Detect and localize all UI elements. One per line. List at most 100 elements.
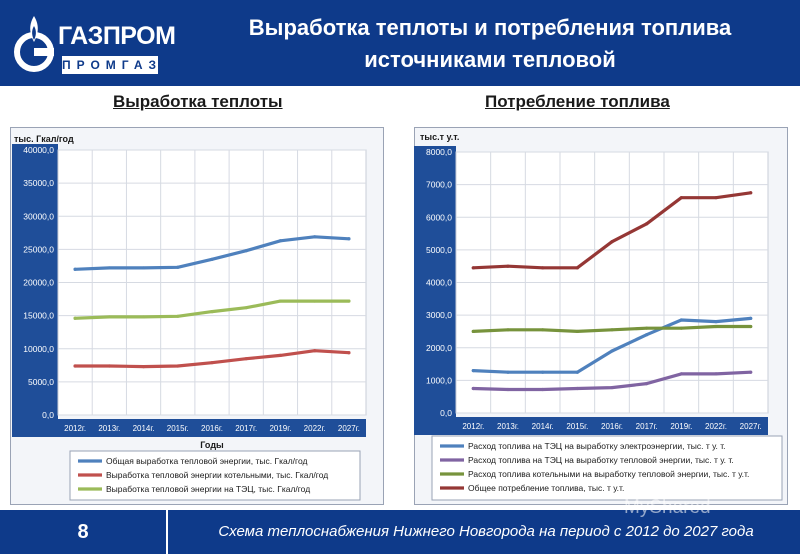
fuel-chart-legend-label-4: Общее потребление топлива, тыс. т у.т.	[468, 483, 624, 493]
fuel-chart-x-tick-label: 2012г.	[462, 422, 484, 431]
logo-name: ГАЗПРОМ	[58, 22, 176, 50]
gazprom-logo: ГАЗПРОМ ПРОМГАЗ	[0, 0, 176, 86]
heat-chart-y-tick-label: 15000,0	[23, 311, 54, 321]
heat-chart-series-1-point	[278, 239, 283, 243]
heat-chart-x-tick-label: 2013г.	[98, 424, 120, 433]
fuel-chart-series-1-point	[541, 370, 545, 374]
fuel-chart-y-tick-label: 5000,0	[426, 245, 452, 255]
heat-chart-x-tick-label: 2019г.	[269, 424, 291, 433]
fuel-chart-y-tick-label: 0,0	[440, 408, 452, 418]
footer-caption: Схема теплоснабжения Нижнего Новгорода н…	[218, 523, 754, 540]
heat-chart-y-tick-label: 40000,0	[23, 145, 54, 155]
heat-chart-series-1-point	[313, 235, 317, 239]
heat-chart-series-1-point	[176, 265, 180, 269]
fuel-consumption-heading: Потребление топлива	[485, 92, 670, 111]
heat-chart-series-3-point	[107, 315, 111, 319]
fuel-chart-series-3-point	[714, 324, 718, 329]
heat-chart-series-1-point	[244, 249, 248, 253]
heat-chart-series-3-point	[244, 306, 248, 310]
heat-chart-series-1-point	[141, 266, 146, 270]
heat-chart-series-2-point	[73, 364, 77, 368]
heat-chart-x-tick-label: 2022г.	[304, 424, 326, 433]
header-bar: ГАЗПРОМ ПРОМГАЗ Выработка теплоты и потр…	[0, 0, 800, 86]
fuel-chart-x-tick-label: 2015г.	[566, 422, 588, 431]
fuel-chart-series-3-point	[679, 326, 683, 330]
heat-chart-series-3-point	[210, 310, 214, 314]
watermark: MyShared	[624, 497, 711, 518]
heat-chart-y-tick-label: 10000,0	[23, 344, 54, 354]
heat-chart-series-1-point	[347, 237, 351, 241]
page-title: Выработка теплоты и потребления топлива …	[200, 12, 780, 76]
heat-chart-x-tick-label: 2016г.	[201, 424, 223, 433]
fuel-chart-series-1-point	[610, 349, 614, 353]
fuel-chart-series-3-point	[506, 328, 510, 332]
fuel-chart-series-4-point	[471, 266, 475, 270]
fuel-chart-legend-label-2: Расход топлива на ТЭЦ на выработку тепло…	[468, 455, 734, 465]
fuel-chart-y-tick-label: 7000,0	[426, 180, 452, 190]
heat-chart-series-3-point	[141, 315, 146, 319]
fuel-chart-unit-label: тыс.т у.т.	[420, 132, 459, 142]
heat-output-heading: Выработка теплоты	[113, 92, 283, 111]
heat-chart-x-tick-label: 2027г.	[338, 424, 360, 433]
fuel-chart-series-3-point	[645, 326, 649, 330]
heat-chart-x-tick-label: 2015г.	[167, 424, 189, 433]
heat-chart-series-2-point	[176, 364, 180, 368]
fuel-chart-series-3-point	[575, 329, 579, 334]
fuel-chart-y-tick-label: 1000,0	[426, 375, 452, 385]
fuel-chart-series-2-point	[610, 385, 614, 390]
fuel-chart-series-3-point	[471, 329, 475, 334]
fuel-chart-series-4-point	[575, 266, 579, 270]
fuel-chart-series-2-point	[541, 387, 545, 392]
heat-chart-series-1-point	[73, 267, 77, 271]
fuel-chart-y-tick-label: 8000,0	[426, 147, 452, 157]
heat-chart-legend	[69, 450, 361, 501]
page-number: 8	[0, 510, 168, 554]
fuel-chart-y-tick-label: 4000,0	[426, 278, 452, 288]
fuel-chart-series-2-point	[679, 372, 683, 376]
fuel-chart-series-3-point	[541, 328, 545, 332]
fuel-chart-series-2-point	[471, 386, 475, 391]
fuel-chart-series-2-point	[645, 382, 649, 386]
fuel-chart-x-tick-label: 2017г.	[636, 422, 658, 431]
fuel-chart-legend	[431, 435, 783, 501]
footer-bar: 8 Схема теплоснабжения Нижнего Новгорода…	[0, 510, 800, 554]
fuel-chart-series-2-point	[575, 386, 579, 391]
heat-chart-legend-label-3: Выработка тепловой энергии на ТЭЦ, тыс. …	[106, 484, 310, 494]
fuel-chart-series-4-point	[749, 191, 753, 195]
page-title-line2: источниками тепловой	[364, 47, 616, 72]
fuel-chart-series-3-point	[749, 324, 753, 329]
fuel-chart-y-tick-label: 3000,0	[426, 310, 452, 320]
heat-chart-y-tick-label: 0,0	[42, 410, 54, 420]
fuel-chart-series-2-point	[749, 370, 753, 374]
heat-chart-y-axis-band	[12, 144, 58, 421]
heat-chart-y-tick-label: 5000,0	[28, 377, 54, 387]
fuel-chart-series-1-point	[714, 320, 718, 324]
page-title-line1: Выработка теплоты и потребления топлива	[248, 15, 732, 40]
heat-chart-y-tick-label: 35000,0	[23, 178, 54, 188]
fuel-chart-x-axis-band	[414, 417, 768, 435]
fuel-chart-series-3-point	[610, 328, 614, 332]
heat-chart-x-axis-title: Годы	[200, 440, 224, 450]
heat-chart-y-tick-label: 25000,0	[23, 244, 54, 254]
heat-chart-series-2-point	[210, 361, 214, 365]
fuel-chart-series-4-point	[541, 266, 545, 270]
fuel-chart-series-1-point	[749, 316, 753, 320]
heat-chart-series-1-point	[210, 257, 214, 261]
heat-chart-x-tick-label: 2014г.	[133, 424, 155, 433]
heat-chart-x-axis-band	[12, 419, 366, 437]
gazprom-flame-icon	[14, 16, 54, 72]
heat-chart-series-2-point	[313, 349, 317, 353]
fuel-chart-x-tick-label: 2013г.	[497, 422, 519, 431]
heat-chart-series-3-point	[347, 299, 351, 303]
heat-chart-legend-label-2: Выработка тепловой энергии котельными, т…	[106, 470, 328, 480]
heat-chart-series-3-point	[176, 314, 180, 318]
heat-chart-series-2-point	[347, 351, 351, 355]
fuel-chart-series-2-point	[714, 372, 718, 376]
fuel-chart-y-tick-label: 2000,0	[426, 343, 452, 353]
fuel-chart-y-axis-band	[414, 146, 456, 419]
heat-chart-series-2-point	[107, 364, 111, 368]
heat-chart-y-tick-label: 20000,0	[23, 278, 54, 288]
heat-chart-series-3-point	[73, 316, 77, 320]
